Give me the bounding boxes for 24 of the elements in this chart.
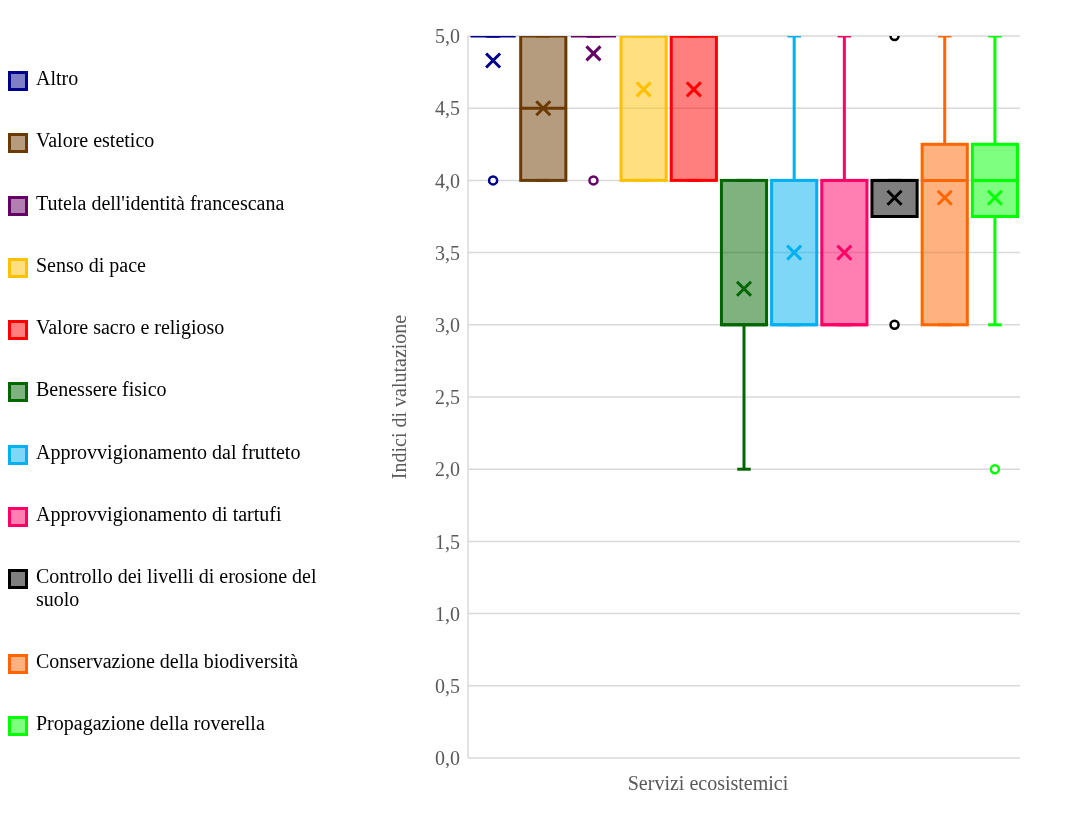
legend-label: Valore sacro e religioso <box>36 316 226 340</box>
x-axis-title: Servizi ecosistemici <box>627 772 789 795</box>
y-tick-label: 5,0 <box>435 25 460 48</box>
legend-label: Altro <box>36 67 80 91</box>
legend-label: Controllo dei livelli di erosione del suolo <box>36 565 318 612</box>
y-tick-label: 4,0 <box>435 169 460 192</box>
y-tick-label: 2,5 <box>435 386 460 409</box>
y-tick-label: 3,0 <box>435 313 460 336</box>
y-tick-label: 0,0 <box>435 747 460 770</box>
y-tick-label: 0,5 <box>435 674 460 697</box>
legend-label: Valore estetico <box>36 129 156 153</box>
y-tick-label: 4,5 <box>435 97 460 120</box>
legend-label: Benessere fisico <box>36 378 168 402</box>
y-tick-label: 3,5 <box>435 241 460 264</box>
y-tick-label: 1,0 <box>435 602 460 625</box>
legend-label: Senso di pace <box>36 253 147 277</box>
legend-label: Tutela dell'identità francescana <box>36 191 286 215</box>
legend-label: Conservazione della biodiversità <box>36 649 300 673</box>
y-tick-label: 2,0 <box>435 458 460 481</box>
y-tick-label: 1,5 <box>435 530 460 553</box>
legend-label: Propagazione della roverella <box>36 711 266 735</box>
legend-label: Approvvigionamento di tartufi <box>36 502 283 526</box>
y-axis-title: Indici di valutazione <box>388 314 411 480</box>
legend-label: Approvvigionamento dal frutteto <box>36 440 302 464</box>
